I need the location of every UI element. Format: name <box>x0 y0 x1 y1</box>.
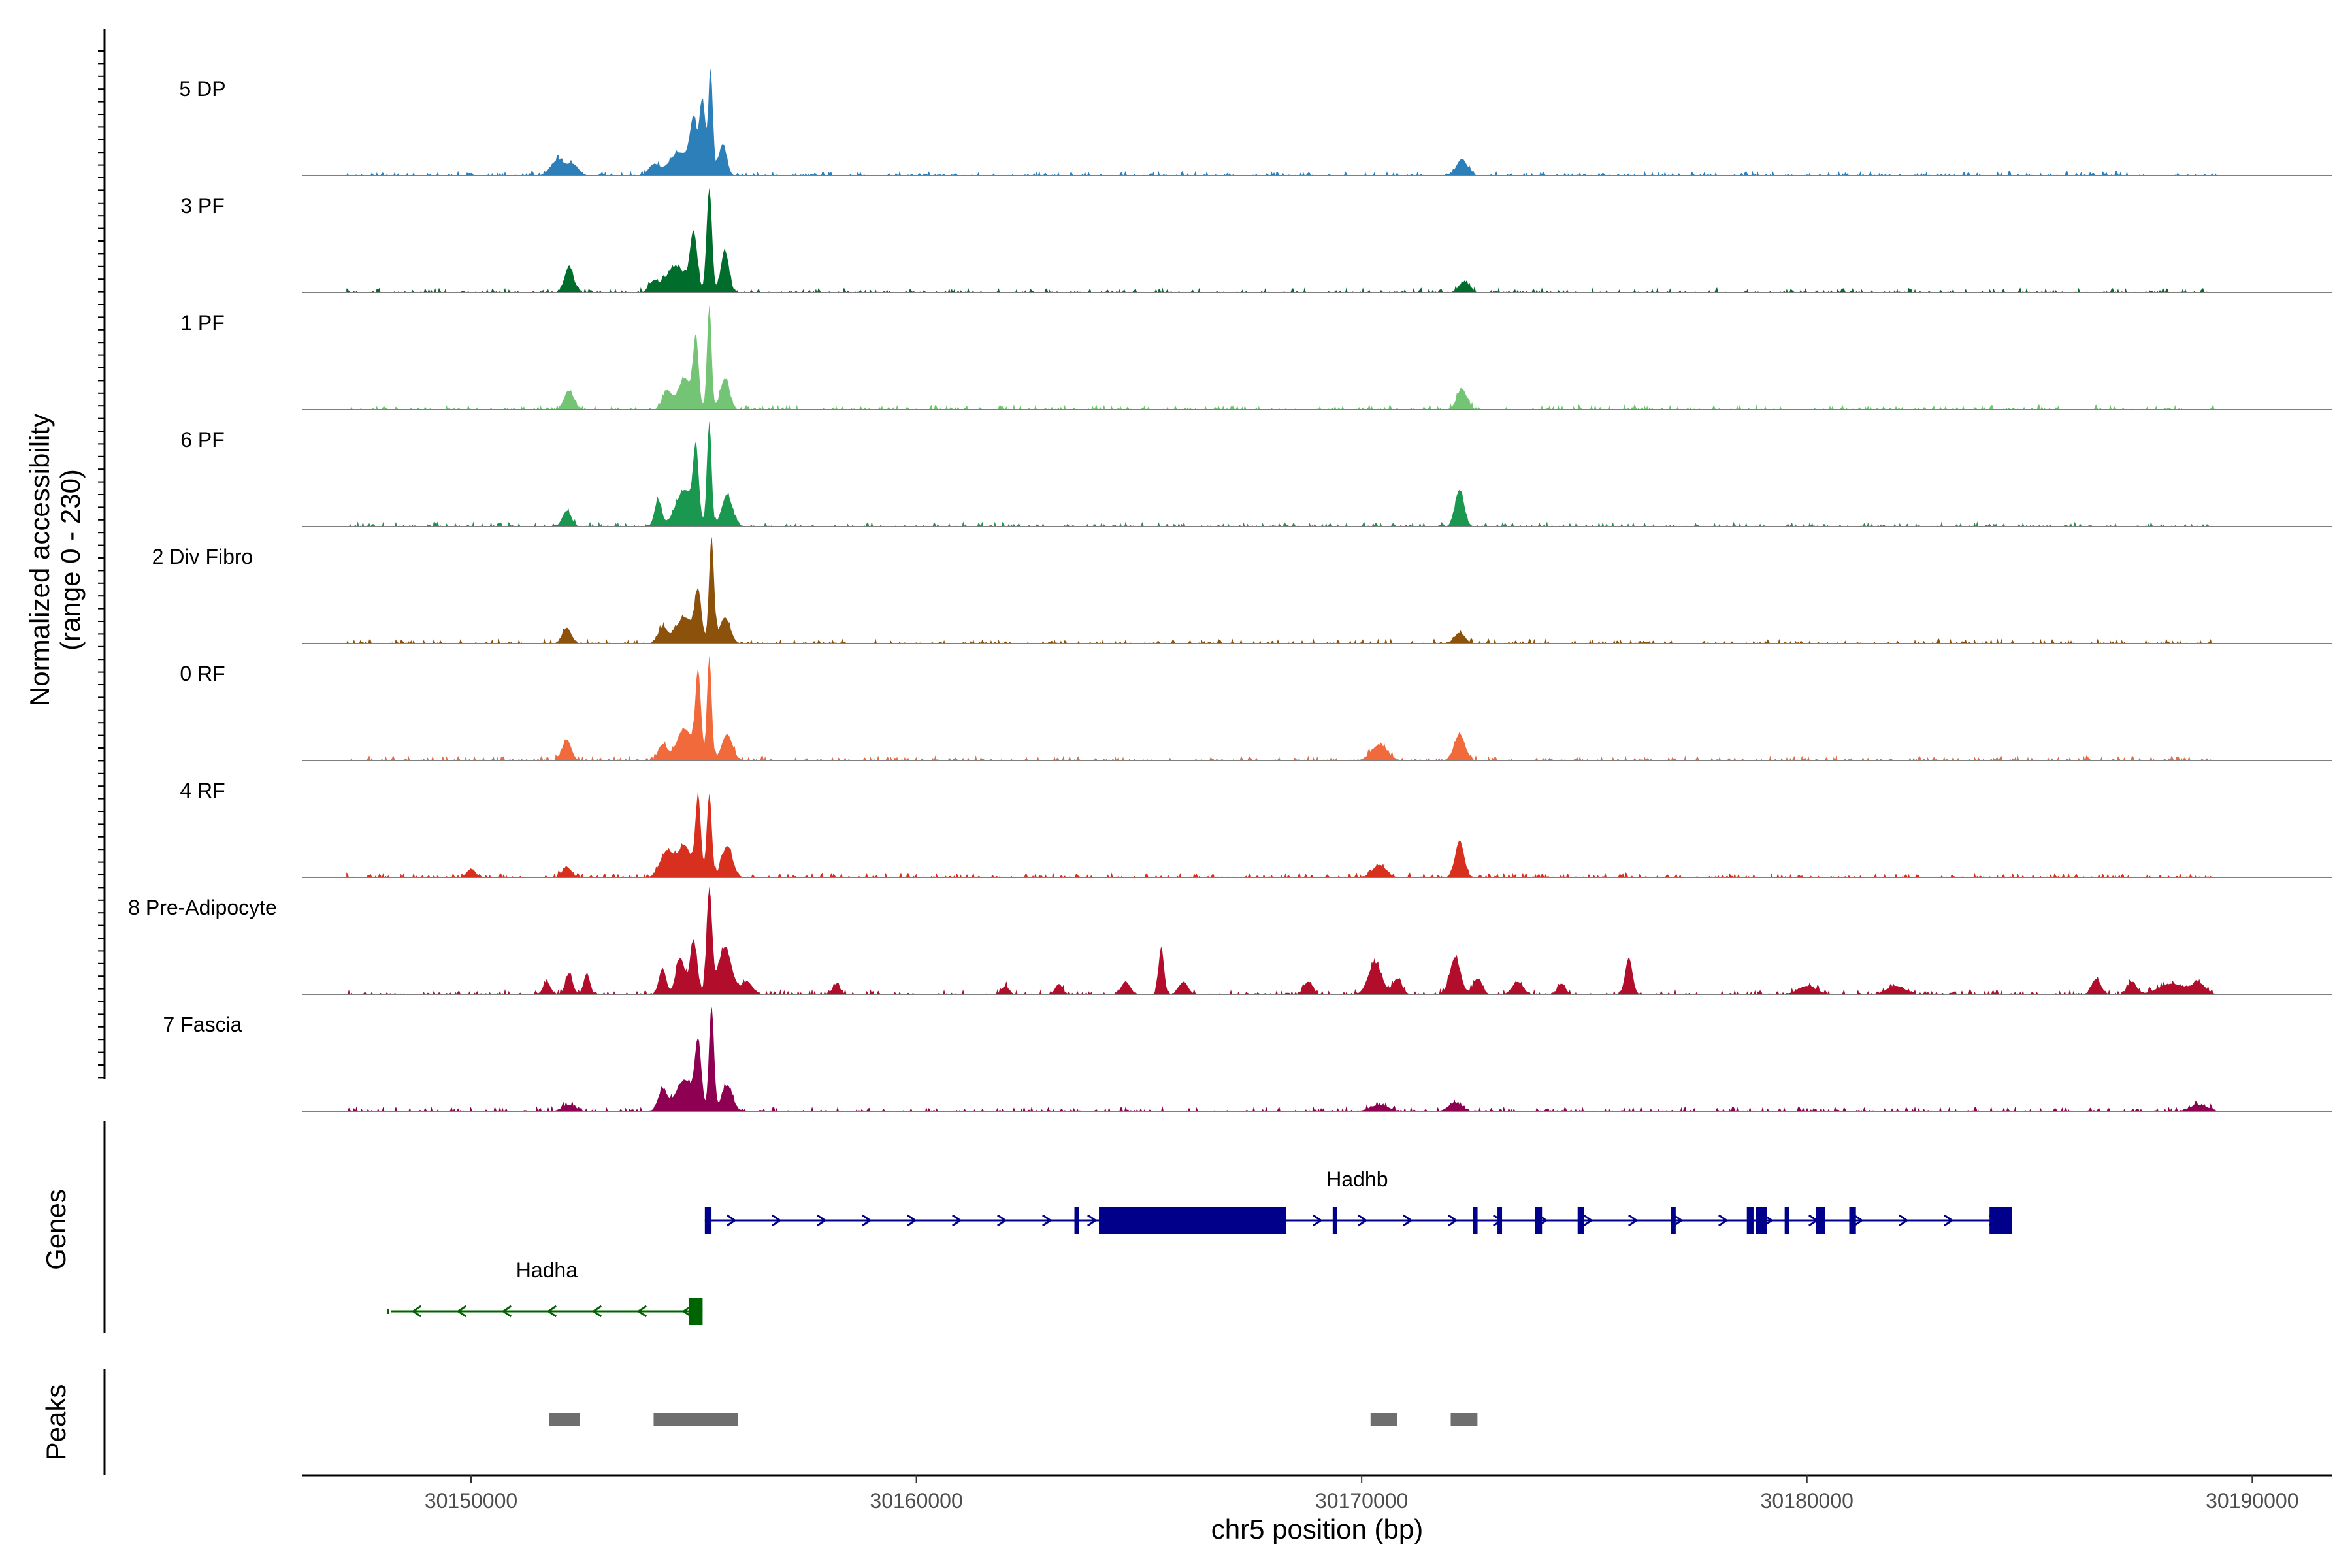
coverage-area <box>346 1007 2217 1111</box>
gene-label: Hadha <box>516 1258 578 1282</box>
x-tick-label: 30180000 <box>1761 1489 1854 1512</box>
coverage-area <box>346 791 2217 877</box>
peaks-panel-title: Peaks <box>41 1384 71 1461</box>
exon <box>1099 1207 1286 1234</box>
strand-arrow <box>1402 1214 1413 1227</box>
strand-arrow <box>456 1305 467 1318</box>
strand-arrow <box>1673 1214 1684 1227</box>
x-tick-label: 30190000 <box>2206 1489 2298 1512</box>
exon <box>1473 1207 1478 1234</box>
peak-region <box>1450 1413 1478 1426</box>
genes-panel-title: Genes <box>41 1189 71 1270</box>
exon <box>704 1207 712 1234</box>
strand-arrow <box>636 1305 647 1318</box>
exon <box>1989 1207 2012 1234</box>
coverage-area <box>346 68 2217 176</box>
track-label: 5 DP <box>179 77 225 101</box>
gene-label: Hadhb <box>1326 1168 1388 1191</box>
strand-arrow <box>1086 1214 1098 1227</box>
strand-arrow <box>1853 1214 1864 1227</box>
strand-arrow <box>726 1214 737 1227</box>
exon <box>1074 1207 1079 1234</box>
track-label: 3 PF <box>180 194 225 218</box>
exon <box>1849 1207 1856 1234</box>
track-3-pf: 3 PF <box>180 188 2332 293</box>
peak-region <box>653 1413 738 1426</box>
gene-hadha: Hadha <box>387 1258 703 1325</box>
exon <box>1784 1207 1789 1234</box>
coverage-area <box>346 421 2217 527</box>
y-axis-title-line-1: Normalized accessibility <box>24 414 55 706</box>
strand-arrow <box>1447 1214 1458 1227</box>
coverage-area <box>346 655 2217 760</box>
strand-arrow <box>411 1305 422 1318</box>
x-axis: 30150000 30160000 30170000 30180000 30190000 <box>302 1474 2332 1512</box>
strand-arrow <box>816 1214 827 1227</box>
track-label: 7 Fascia <box>163 1013 242 1036</box>
strand-arrow <box>771 1214 782 1227</box>
y-axis <box>98 29 106 1079</box>
exon <box>1577 1207 1584 1234</box>
track-1-pf: 1 PF <box>180 304 2332 410</box>
track-label: 0 RF <box>180 662 225 685</box>
strand-arrow <box>1627 1214 1639 1227</box>
exon <box>1746 1207 1754 1234</box>
track-7-fascia: 7 Fascia <box>163 1007 2332 1112</box>
strand-arrow <box>1582 1214 1593 1227</box>
strand-arrow <box>591 1305 602 1318</box>
peak-region <box>549 1413 580 1426</box>
x-tick-label: 30160000 <box>870 1489 962 1512</box>
exon <box>1497 1207 1503 1234</box>
y-axis-title-line-2: (range 0 - 230) <box>55 469 86 651</box>
strand-arrow <box>1041 1214 1053 1227</box>
exon <box>1816 1207 1825 1234</box>
x-tick-label: 30170000 <box>1315 1489 1408 1512</box>
peak-region <box>1370 1413 1397 1426</box>
genes-panel: Hadhb Hadha <box>103 1121 2012 1333</box>
coverage-tracks: 5 DP 3 PF 1 PF 6 PF 2 Div Fibro 0 RF 4 RF 8 Pre… <box>128 68 2332 1112</box>
track-label: 2 Div Fibro <box>152 545 253 568</box>
strand-arrow <box>1312 1214 1323 1227</box>
track-8-pre-adipocyte: 8 Pre-Adipocyte <box>128 887 2332 995</box>
strand-arrow <box>1718 1214 1729 1227</box>
track-4-rf: 4 RF <box>180 779 2332 878</box>
coverage-area <box>346 536 2217 644</box>
exon <box>1756 1207 1767 1234</box>
strand-arrow <box>1898 1214 1909 1227</box>
track-2-div-fibro: 2 Div Fibro <box>152 536 2332 644</box>
strand-arrow <box>1943 1214 1954 1227</box>
exon <box>1535 1207 1543 1234</box>
coverage-area <box>346 887 2217 994</box>
track-label: 4 RF <box>180 779 225 802</box>
track-label: 6 PF <box>180 428 225 451</box>
track-0-rf: 0 RF <box>180 655 2332 761</box>
track-label: 8 Pre-Adipocyte <box>128 896 277 919</box>
strand-arrow <box>906 1214 917 1227</box>
strand-arrow <box>546 1305 557 1318</box>
x-axis-title: chr5 position (bp) <box>1211 1514 1424 1544</box>
strand-arrow <box>501 1305 512 1318</box>
coverage-area <box>346 304 2217 410</box>
strand-arrow <box>996 1214 1007 1227</box>
strand-arrow <box>1357 1214 1368 1227</box>
strand-arrow <box>681 1305 693 1318</box>
track-5-dp: 5 DP <box>179 68 2332 176</box>
strand-arrow <box>951 1214 962 1227</box>
track-6-pf: 6 PF <box>180 421 2332 527</box>
coverage-area <box>346 188 2217 293</box>
peaks-panel <box>103 1369 1478 1475</box>
exon <box>1332 1207 1337 1234</box>
exon <box>689 1298 703 1325</box>
exon <box>1671 1207 1676 1234</box>
x-tick-label: 30150000 <box>425 1489 517 1512</box>
strand-arrow <box>861 1214 872 1227</box>
gene-hadhb: Hadhb <box>704 1168 2012 1234</box>
track-label: 1 PF <box>180 311 225 335</box>
